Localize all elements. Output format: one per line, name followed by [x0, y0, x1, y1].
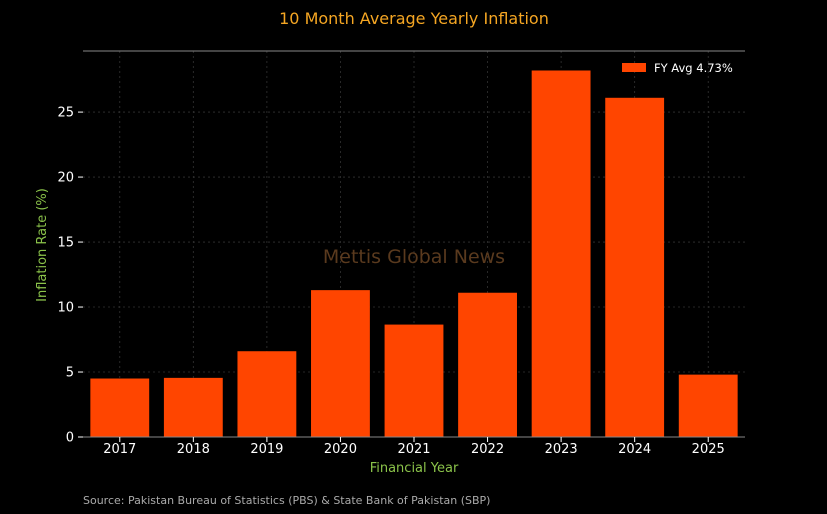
x-axis-label: Financial Year [370, 461, 459, 476]
x-tick-label: 2017 [103, 442, 136, 457]
bar-2023 [531, 70, 591, 438]
source-note: Source: Pakistan Bureau of Statistics (P… [83, 494, 490, 507]
y-tick-label: 10 [57, 301, 74, 316]
x-tick-label: 2024 [618, 442, 651, 457]
chart-title: 10 Month Average Yearly Inflation [279, 9, 549, 28]
y-axis-ticks: 0 5 10 15 20 25 [57, 106, 83, 446]
bar-2024 [605, 97, 665, 438]
legend-swatch [622, 63, 646, 72]
x-tick-label: 2021 [397, 442, 430, 457]
bar-2021 [384, 324, 444, 437]
watermark-text: Mettis Global News [323, 246, 505, 268]
bar-2019 [237, 351, 297, 437]
y-tick-label: 25 [57, 106, 74, 121]
y-axis-label: Inflation Rate (%) [35, 188, 50, 302]
bar-2017 [90, 378, 150, 437]
y-tick-label: 15 [57, 236, 74, 251]
legend-label: FY Avg 4.73% [654, 61, 733, 75]
bar-2022 [458, 292, 517, 437]
x-tick-label: 2023 [545, 442, 578, 457]
x-tick-label: 2018 [177, 442, 210, 457]
bar-2018 [163, 377, 223, 437]
x-tick-label: 2022 [471, 442, 504, 457]
x-tick-label: 2020 [324, 442, 357, 457]
x-axis-ticks: 2017 2018 2019 2020 2021 2022 2023 2024 2025 [103, 437, 725, 457]
y-tick-label: 20 [57, 171, 74, 186]
y-tick-label: 0 [66, 431, 74, 446]
bar-2020 [311, 290, 370, 437]
legend: FY Avg 4.73% [622, 61, 733, 75]
x-tick-label: 2019 [250, 442, 283, 457]
y-tick-label: 5 [66, 366, 74, 381]
bars [90, 70, 738, 438]
bar-2025 [678, 374, 738, 437]
x-tick-label: 2025 [692, 442, 725, 457]
